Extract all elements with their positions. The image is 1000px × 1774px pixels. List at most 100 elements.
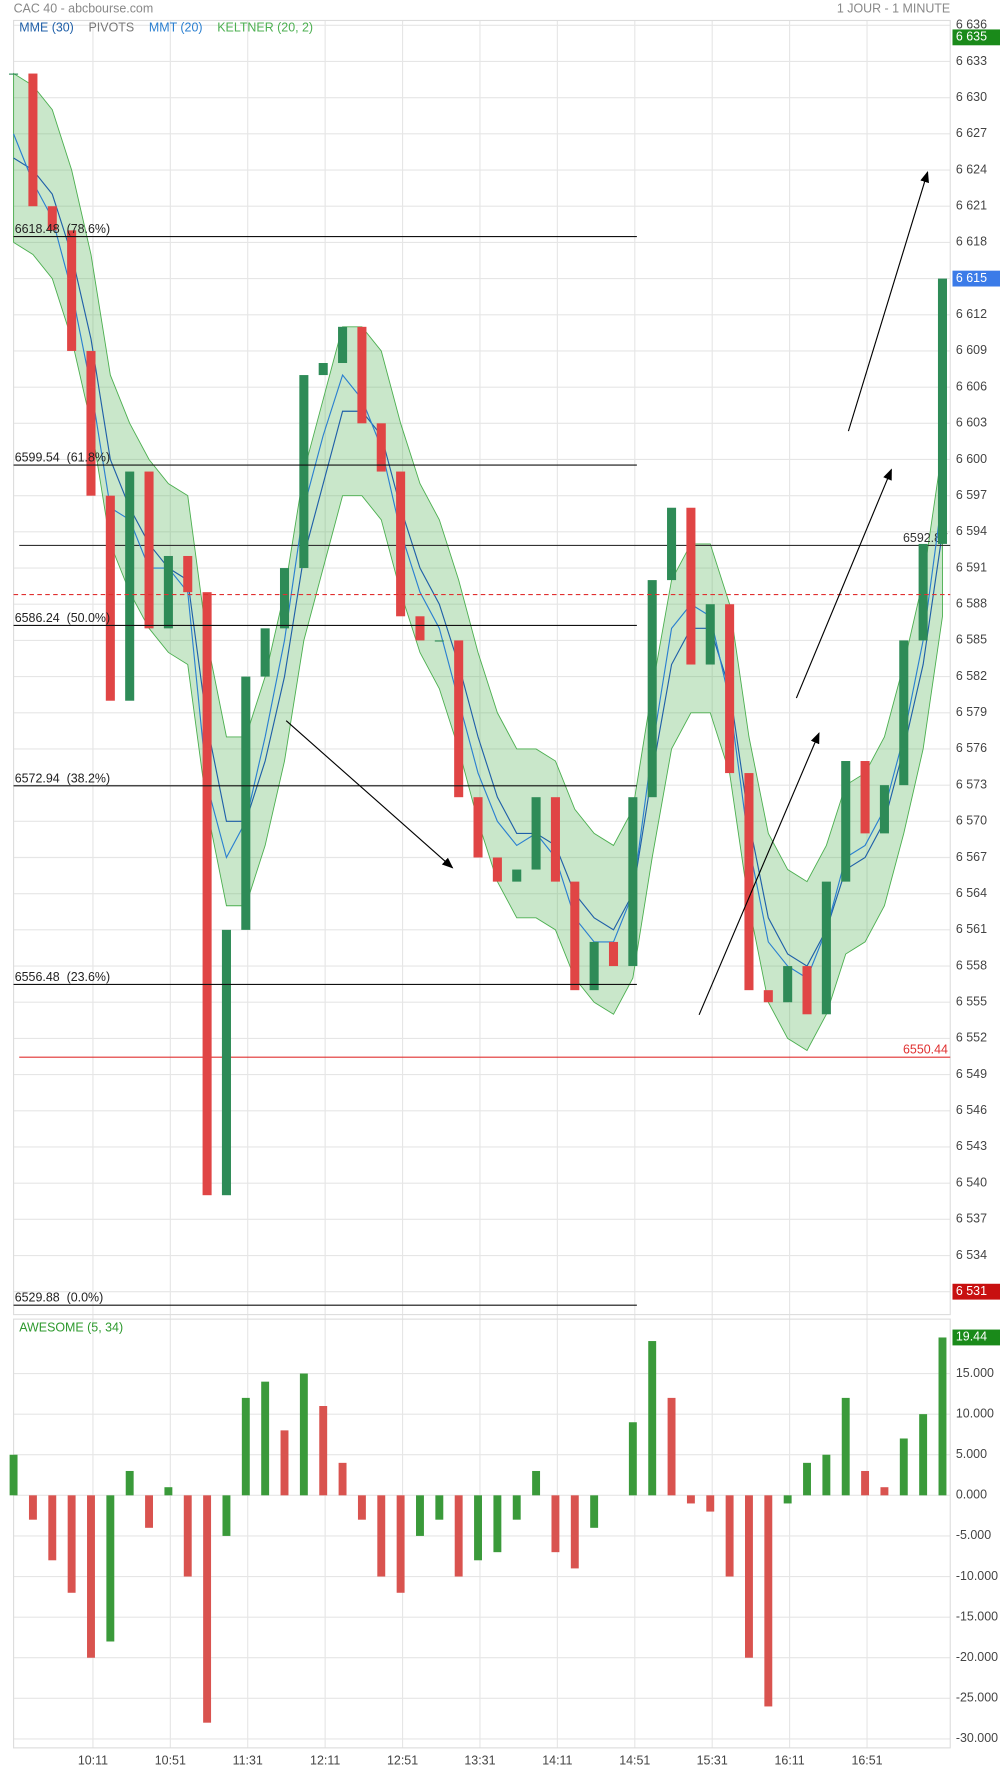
y-tick-label: 6 534: [956, 1248, 987, 1262]
price-badge-label: 6 531: [956, 1284, 987, 1298]
legend-entry: PIVOTS: [89, 21, 135, 35]
y-tick-label: 6 591: [956, 560, 987, 574]
y-tick-label: 6 630: [956, 90, 987, 104]
oscillator-bar: [706, 1495, 715, 1512]
candle: [492, 857, 502, 882]
candle: [667, 507, 677, 581]
y-tick-label: -25.000: [956, 1691, 998, 1705]
oscillator-bar: [48, 1495, 57, 1561]
y-tick-label: -15.000: [956, 1609, 998, 1623]
oscillator-bar: [164, 1487, 173, 1496]
y-tick-label: 6 621: [956, 199, 987, 213]
pivot-label: 6550.44: [903, 1043, 948, 1057]
candle: [763, 990, 773, 1003]
candle: [744, 773, 754, 991]
oscillator-bar: [9, 1454, 18, 1496]
y-tick-label: 6 636: [956, 18, 987, 32]
candle: [473, 797, 483, 858]
y-tick-label: 6 603: [956, 416, 987, 430]
chart-title: CAC 40 - abcbourse.com: [14, 1, 154, 15]
candle: [860, 761, 870, 834]
y-tick-label: -5.000: [956, 1528, 991, 1542]
y-tick-label: 6 606: [956, 379, 987, 393]
y-tick-label: 6 561: [956, 922, 987, 936]
y-tick-label: 6 552: [956, 1031, 987, 1045]
x-tick-label: 10:51: [155, 1754, 186, 1768]
y-tick-label: 6 555: [956, 995, 987, 1009]
oscillator-bar: [648, 1341, 657, 1496]
price-badge-label: 6 635: [956, 30, 987, 44]
oscillator-badge-label: 19.44: [956, 1330, 987, 1344]
oscillator-bar: [764, 1495, 773, 1707]
candle: [357, 326, 367, 424]
candle: [241, 676, 251, 930]
y-tick-label: 6 624: [956, 162, 987, 176]
arrow: [285, 720, 454, 869]
y-tick-label: 6 582: [956, 669, 987, 683]
candle: [163, 555, 173, 629]
y-tick-label: 6 558: [956, 958, 987, 972]
fibonacci-label: 6572.94 (38.2%): [15, 771, 110, 785]
y-tick-label: 6 570: [956, 814, 987, 828]
candle: [570, 881, 580, 991]
candle: [260, 628, 270, 677]
fibonacci-label: 6618.48 (78.6%): [15, 222, 110, 236]
candle: [589, 941, 599, 991]
candle: [183, 555, 193, 593]
oscillator-bar: [628, 1422, 637, 1496]
oscillator-bar: [357, 1495, 366, 1520]
oscillator-bar: [745, 1495, 753, 1658]
oscillator-bar: [899, 1438, 908, 1496]
y-tick-label: -30.000: [956, 1731, 998, 1745]
x-tick-label: 13:31: [464, 1754, 495, 1768]
oscillator-bar: [28, 1495, 37, 1520]
oscillator-bar: [590, 1495, 599, 1528]
oscillator-bar: [512, 1495, 521, 1520]
oscillator-badge: [952, 1329, 1000, 1346]
oscillator-bar: [319, 1406, 328, 1496]
oscillator-bar: [125, 1470, 134, 1496]
x-tick-label: 14:11: [542, 1754, 572, 1768]
oscillator-bar: [183, 1495, 192, 1577]
candle: [647, 580, 657, 798]
fibonacci-label: 6586.24 (50.0%): [15, 611, 110, 625]
y-tick-label: -20.000: [956, 1650, 998, 1664]
y-tick-label: 6 588: [956, 597, 987, 611]
legend-entry: MMT (20): [149, 21, 203, 35]
oscillator-bar: [145, 1495, 154, 1528]
oscillator-bar: [67, 1495, 76, 1593]
oscillator-bar: [822, 1454, 831, 1496]
candle: [821, 881, 831, 1015]
candle: [705, 604, 715, 665]
candle: [125, 471, 135, 701]
y-tick-label: 6 576: [956, 741, 987, 755]
candle: [47, 206, 57, 231]
y-tick-label: 6 540: [956, 1175, 987, 1189]
candle: [144, 471, 154, 629]
arrow: [795, 468, 892, 699]
oscillator-bar: [396, 1495, 405, 1593]
oscillator-bar: [222, 1495, 231, 1536]
chart-subtitle: 1 JOUR - 1 MINUTE: [837, 1, 950, 15]
y-tick-label: 6 579: [956, 705, 987, 719]
oscillator-bar: [416, 1495, 424, 1536]
x-tick-label: 12:11: [310, 1754, 340, 1768]
oscillator-bar: [861, 1470, 870, 1496]
candle: [879, 785, 889, 834]
candle: [9, 73, 19, 75]
fibonacci-label: 6556.48 (23.6%): [15, 970, 110, 984]
oscillator-bar: [493, 1495, 502, 1553]
candle: [105, 495, 115, 701]
candle: [415, 616, 425, 641]
y-tick-label: 6 573: [956, 777, 987, 791]
candle: [434, 640, 444, 642]
y-tick-label: 6 546: [956, 1103, 987, 1117]
candle: [686, 507, 696, 665]
oscillator-bar: [938, 1337, 947, 1496]
y-tick-label: 6 537: [956, 1212, 987, 1226]
candle: [318, 363, 328, 376]
oscillator-bar: [261, 1381, 270, 1496]
y-tick-label: 6 633: [956, 54, 987, 68]
oscillator-bar: [377, 1495, 386, 1577]
